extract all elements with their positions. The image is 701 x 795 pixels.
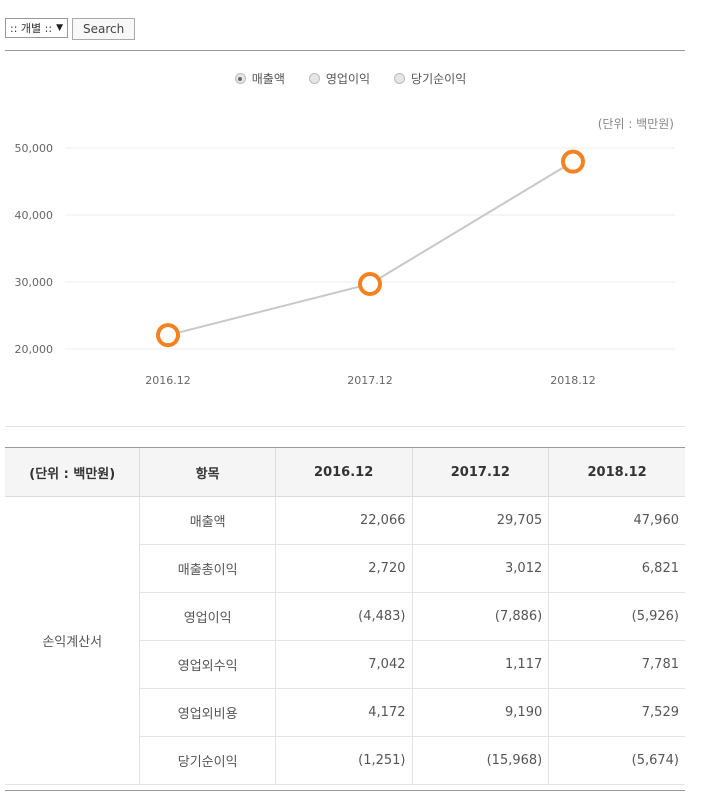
table-row: 영업이익 (4,483) (7,886) (5,926) (5, 592, 685, 641)
x-tick-label: 2016.12 (145, 374, 191, 387)
cell-value: 6,821 (548, 544, 685, 593)
header-year: 2017.12 (411, 447, 549, 497)
cell-value: 7,781 (548, 640, 685, 689)
header-year: 2018.12 (548, 447, 685, 497)
chart-legend: 매출액 영업이익 당기순이익 (0, 70, 701, 87)
cell-value: 2,720 (274, 544, 412, 593)
cell-value: (1,251) (274, 736, 412, 785)
radio-icon[interactable] (394, 73, 406, 84)
cell-value: 7,529 (548, 688, 685, 737)
y-tick-label: 40,000 (15, 209, 54, 222)
header-unit: (단위 : 백만원) (5, 447, 140, 497)
cell-value: (5,674) (548, 736, 685, 785)
chart-unit-label: (단위 : 백만원) (597, 117, 674, 131)
data-point (156, 323, 180, 348)
cell-value: 22,066 (274, 496, 412, 545)
x-tick-label: 2018.12 (550, 374, 596, 387)
cell-value: (15,968) (411, 736, 549, 785)
row-item: 영업외비용 (139, 688, 276, 737)
divider (5, 50, 685, 51)
y-tick-label: 50,000 (15, 142, 54, 155)
legend-label: 영업이익 (325, 72, 371, 86)
table-row: 영업외비용 4,172 9,190 7,529 (5, 688, 685, 737)
data-point (561, 149, 585, 174)
cell-value: (4,483) (274, 592, 412, 641)
divider (5, 790, 685, 791)
dropdown-arrow-icon: ▼ (56, 23, 63, 33)
radio-checked-icon[interactable] (234, 73, 246, 84)
toolbar: :: 개별 :: ▼ Search (5, 18, 136, 40)
cell-value: 29,705 (411, 496, 549, 545)
data-point (358, 271, 382, 296)
cell-value: (5,926) (548, 592, 685, 641)
series-line (167, 160, 574, 337)
cell-value: 4,172 (274, 688, 412, 737)
radio-icon[interactable] (308, 73, 320, 84)
cell-value: 1,117 (411, 640, 549, 689)
search-button[interactable]: Search (71, 18, 136, 40)
table-row: 매출총이익 2,720 3,012 6,821 (5, 544, 685, 593)
cell-value: 47,960 (548, 496, 685, 545)
group-label: 손익계산서 (5, 496, 140, 785)
table-row: 영업외수익 7,042 1,117 7,781 (5, 640, 685, 689)
financial-table: (단위 : 백만원) 항목 2016.12 2017.12 2018.12 손익… (5, 447, 685, 785)
cell-value: 3,012 (411, 544, 549, 593)
y-tick-label: 20,000 (15, 343, 54, 356)
header-year: 2016.12 (274, 447, 412, 497)
x-tick-label: 2017.12 (347, 374, 393, 387)
legend-item-operating-income[interactable]: 영업이익 (308, 70, 371, 87)
header-item: 항목 (139, 447, 276, 497)
report-type-select[interactable]: :: 개별 :: ▼ (5, 18, 68, 38)
legend-label: 매출액 (251, 72, 285, 86)
y-tick-label: 30,000 (15, 276, 54, 289)
cell-value: 7,042 (274, 640, 412, 689)
report-type-select-value: :: 개별 :: (10, 22, 53, 35)
table-row: 손익계산서 매출액 22,066 29,705 47,960 (5, 496, 685, 785)
legend-label: 당기순이익 (411, 72, 467, 86)
row-item: 매출총이익 (139, 544, 276, 593)
legend-item-net-income[interactable]: 당기순이익 (394, 70, 466, 87)
table-row: 당기순이익 (1,251) (15,968) (5,674) (5, 736, 685, 785)
divider (5, 426, 685, 427)
cell-value: (7,886) (411, 592, 549, 641)
row-item: 당기순이익 (139, 736, 276, 785)
row-item: 영업이익 (139, 592, 276, 641)
row-item: 매출액 (139, 496, 276, 545)
cell-value: 9,190 (411, 688, 549, 737)
row-item: 영업외수익 (139, 640, 276, 689)
legend-item-revenue[interactable]: 매출액 (234, 70, 285, 87)
table-header-row: (단위 : 백만원) 항목 2016.12 2017.12 2018.12 (5, 447, 685, 497)
line-chart: 50,000 40,000 30,000 20,000 2016.12 2017.12 20… (15, 142, 675, 387)
